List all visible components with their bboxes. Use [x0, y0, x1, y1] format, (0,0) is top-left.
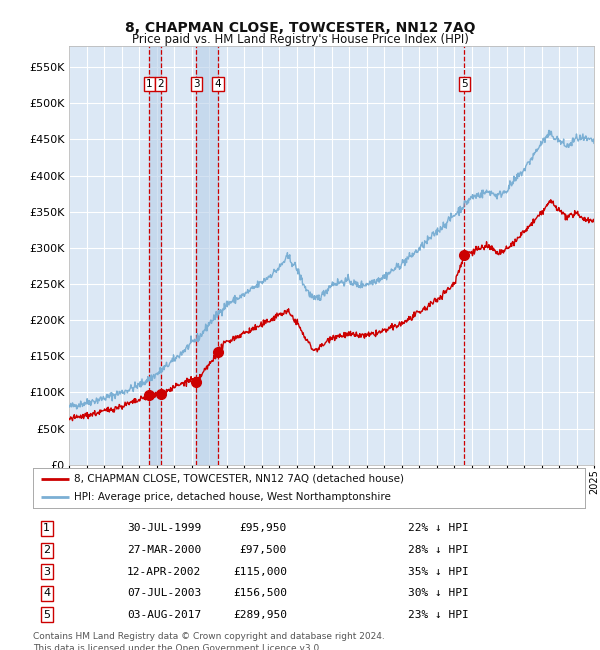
- Text: 27-MAR-2000: 27-MAR-2000: [127, 545, 201, 555]
- Text: 3: 3: [43, 567, 50, 577]
- Text: 1: 1: [146, 79, 152, 89]
- Text: 5: 5: [43, 610, 50, 620]
- Text: 30-JUL-1999: 30-JUL-1999: [127, 523, 201, 534]
- Text: HPI: Average price, detached house, West Northamptonshire: HPI: Average price, detached house, West…: [74, 493, 391, 502]
- Text: 35% ↓ HPI: 35% ↓ HPI: [409, 567, 469, 577]
- Text: 07-JUL-2003: 07-JUL-2003: [127, 588, 201, 598]
- Text: £97,500: £97,500: [239, 545, 287, 555]
- Text: 2: 2: [157, 79, 164, 89]
- Text: £95,950: £95,950: [239, 523, 287, 534]
- Text: 8, CHAPMAN CLOSE, TOWCESTER, NN12 7AQ (detached house): 8, CHAPMAN CLOSE, TOWCESTER, NN12 7AQ (d…: [74, 474, 404, 484]
- Text: 4: 4: [43, 588, 50, 598]
- Text: 2: 2: [43, 545, 50, 555]
- Text: 4: 4: [215, 79, 221, 89]
- Text: 3: 3: [193, 79, 200, 89]
- Text: 8, CHAPMAN CLOSE, TOWCESTER, NN12 7AQ: 8, CHAPMAN CLOSE, TOWCESTER, NN12 7AQ: [125, 21, 475, 35]
- Text: Contains HM Land Registry data © Crown copyright and database right 2024.
This d: Contains HM Land Registry data © Crown c…: [33, 632, 385, 650]
- Bar: [149, 46, 161, 465]
- Text: 1: 1: [43, 523, 50, 534]
- Text: 22% ↓ HPI: 22% ↓ HPI: [409, 523, 469, 534]
- Bar: [196, 46, 218, 465]
- Text: Price paid vs. HM Land Registry's House Price Index (HPI): Price paid vs. HM Land Registry's House …: [131, 32, 469, 46]
- Text: 23% ↓ HPI: 23% ↓ HPI: [409, 610, 469, 620]
- Text: 28% ↓ HPI: 28% ↓ HPI: [409, 545, 469, 555]
- Text: 30% ↓ HPI: 30% ↓ HPI: [409, 588, 469, 598]
- Text: 12-APR-2002: 12-APR-2002: [127, 567, 201, 577]
- Text: £115,000: £115,000: [233, 567, 287, 577]
- Text: £156,500: £156,500: [233, 588, 287, 598]
- Text: 5: 5: [461, 79, 467, 89]
- Text: 03-AUG-2017: 03-AUG-2017: [127, 610, 201, 620]
- Text: £289,950: £289,950: [233, 610, 287, 620]
